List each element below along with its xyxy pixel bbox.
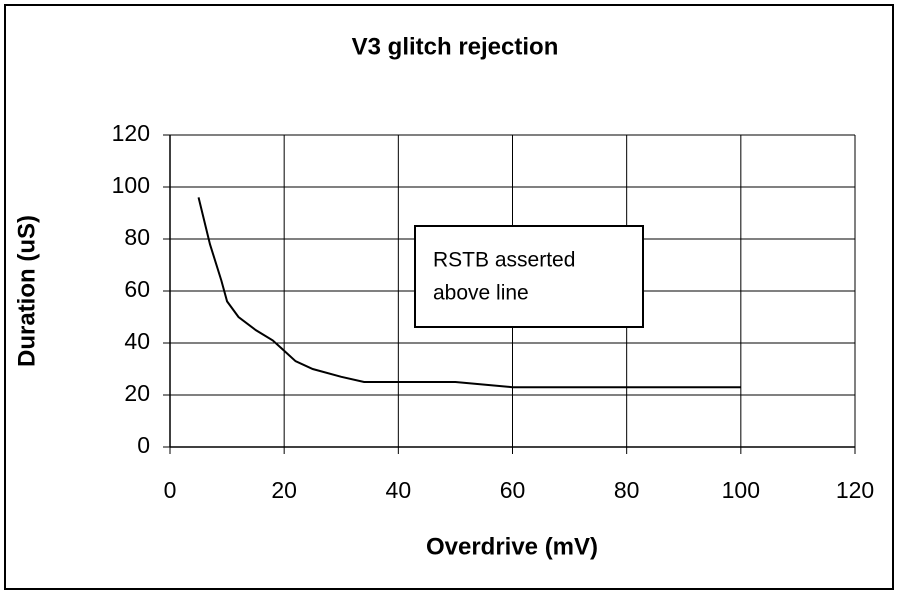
x-tick-label: 20 (271, 477, 297, 503)
y-tick-label: 80 (124, 224, 150, 250)
x-tick-label: 120 (836, 477, 874, 503)
x-tick-label: 60 (500, 477, 526, 503)
y-tick-label: 100 (112, 172, 150, 198)
y-tick-label: 20 (124, 380, 150, 406)
x-tick-label: 40 (386, 477, 412, 503)
x-tick-label: 100 (722, 477, 760, 503)
y-tick-label: 40 (124, 328, 150, 354)
annotation-box (414, 225, 644, 328)
y-tick-label: 120 (112, 120, 150, 146)
y-tick-label: 60 (124, 276, 150, 302)
annotation-text: above line (433, 282, 529, 305)
x-axis-label: Overdrive (mV) (426, 533, 598, 560)
y-axis-label: Duration (uS) (13, 215, 40, 367)
annotation-text: RSTB asserted (433, 249, 575, 272)
x-tick-label: 80 (614, 477, 640, 503)
data-line (197, 197, 741, 389)
chart-title: V3 glitch rejection (352, 33, 559, 60)
plot-area: 0 20 40 60 80 100 120 0 20 40 60 80 100 120 RSTB asser… (112, 120, 875, 503)
x-tick-label: 0 (164, 477, 177, 503)
y-tick-label: 0 (137, 432, 150, 458)
